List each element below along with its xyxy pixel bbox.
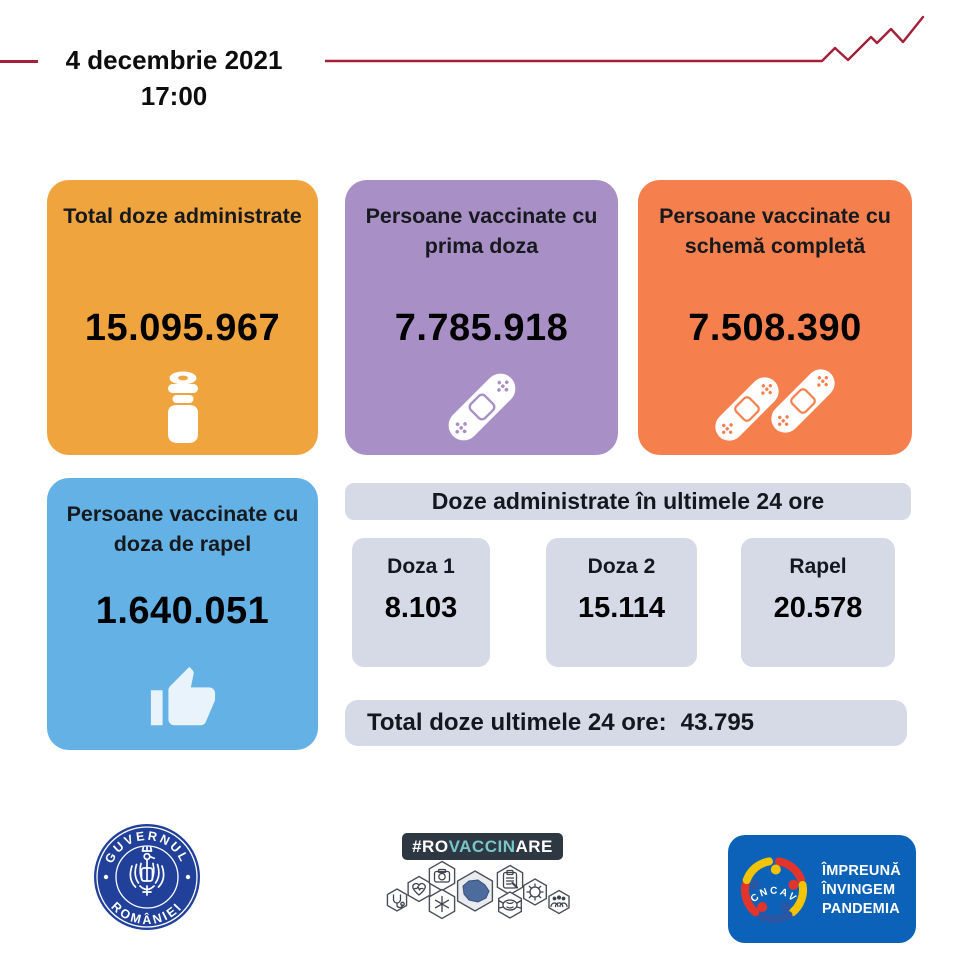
last24h-total-banner: Total doze ultimele 24 ore: 43.795 — [345, 700, 907, 746]
card-first-dose: Persoane vaccinate cu prima doza 7.785.9… — [345, 180, 618, 455]
clipboard-syringe-icon — [502, 869, 519, 889]
cncav-logo-card: CNCAV ÎMPREUNĂ ÎNVINGEM PANDEMIA — [728, 835, 916, 943]
dose1-value: 8.103 — [384, 592, 458, 624]
card-title: Total doze administrate — [63, 204, 302, 228]
total-value: 43.795 — [680, 709, 755, 736]
dose2-value: 15.114 — [577, 592, 666, 624]
dose1-label: Doza 1 — [387, 555, 455, 578]
rovaccinare-highlight: VACCIN — [448, 837, 516, 856]
vaccine-vial-icon — [167, 371, 198, 443]
rovaccinare-suffix: ARE — [515, 837, 553, 856]
heart-pulse-icon — [412, 882, 426, 896]
report-time: 17:00 — [140, 81, 208, 112]
last24h-dose1-box: Doza 1 8.103 — [352, 538, 490, 667]
report-datetime: 4 decembrie 2021 17:00 — [58, 42, 290, 115]
romania-map-icon — [462, 879, 490, 903]
card-booster-dose: Persoane vaccinate cu doza de rapel 1.64… — [47, 478, 318, 750]
people-group-icon — [550, 895, 568, 908]
thumbs-up-icon — [150, 666, 215, 726]
card-total-doses: Total doze administrate 15.095.967 — [47, 180, 318, 455]
cncav-slogan: ÎMPREUNĂ ÎNVINGEM PANDEMIA — [822, 862, 901, 919]
hexagon — [429, 862, 454, 891]
card-value: 15.095.967 — [84, 307, 281, 349]
rovaccinare-hashtag-banner: #ROVACCINARE — [402, 833, 563, 860]
trend-line-icon — [325, 15, 925, 63]
cncav-slogan-line2: ÎNVINGEM — [822, 882, 896, 899]
header-left-line — [0, 60, 38, 63]
dose2-label: Doza 2 — [587, 555, 656, 578]
cncav-slogan-line1: ÎMPREUNĂ — [822, 863, 901, 879]
last24h-booster-box: Rapel 20.578 — [741, 538, 895, 667]
stethoscope-icon — [392, 894, 405, 909]
government-of-romania-logo: GUVERNUL ROMÂNIEI — [94, 824, 200, 930]
double-bandage-icon — [715, 369, 835, 441]
cncav-people-circle-icon: CNCAV — [740, 857, 808, 923]
face-mask-icon — [498, 899, 522, 911]
last24h-title-banner: Doze administrate în ultimele 24 ore — [345, 483, 911, 520]
logo-dot-right — [185, 874, 191, 880]
bandage-icon — [448, 373, 515, 441]
card-full-scheme: Persoane vaccinate cu schemă completă 7.… — [638, 180, 912, 455]
card-title: Persoane vaccinate cu schemă completă — [659, 204, 891, 258]
report-date: 4 decembrie 2021 — [65, 45, 283, 75]
card-value: 1.640.051 — [95, 590, 270, 632]
card-title: Persoane vaccinate cu doza de rapel — [66, 502, 299, 556]
star-of-life-icon — [434, 895, 450, 913]
virus-icon — [526, 883, 544, 901]
hexagon — [499, 892, 522, 918]
hexagon — [497, 866, 522, 895]
card-value: 7.785.918 — [394, 307, 569, 349]
card-value: 7.508.390 — [688, 307, 862, 349]
camera-icon — [433, 868, 451, 883]
logo-dot-left — [103, 874, 109, 880]
last24h-dose2-box: Doza 2 15.114 — [546, 538, 697, 667]
booster-value: 20.578 — [773, 592, 863, 624]
cncav-slogan-line3: PANDEMIA — [822, 901, 900, 918]
total-label: Total doze ultimele 24 ore: — [367, 709, 667, 736]
rovaccinare-prefix: #RO — [412, 837, 449, 856]
hexagon — [387, 889, 406, 911]
last24h-title: Doze administrate în ultimele 24 ore — [431, 488, 825, 514]
eagle-coat-of-arms-icon — [129, 846, 165, 896]
rovaccinare-hexagon-cluster — [386, 854, 588, 942]
card-title: Persoane vaccinate cu prima doza — [365, 204, 598, 258]
hexagon — [549, 891, 569, 914]
booster-label: Rapel — [789, 555, 847, 578]
